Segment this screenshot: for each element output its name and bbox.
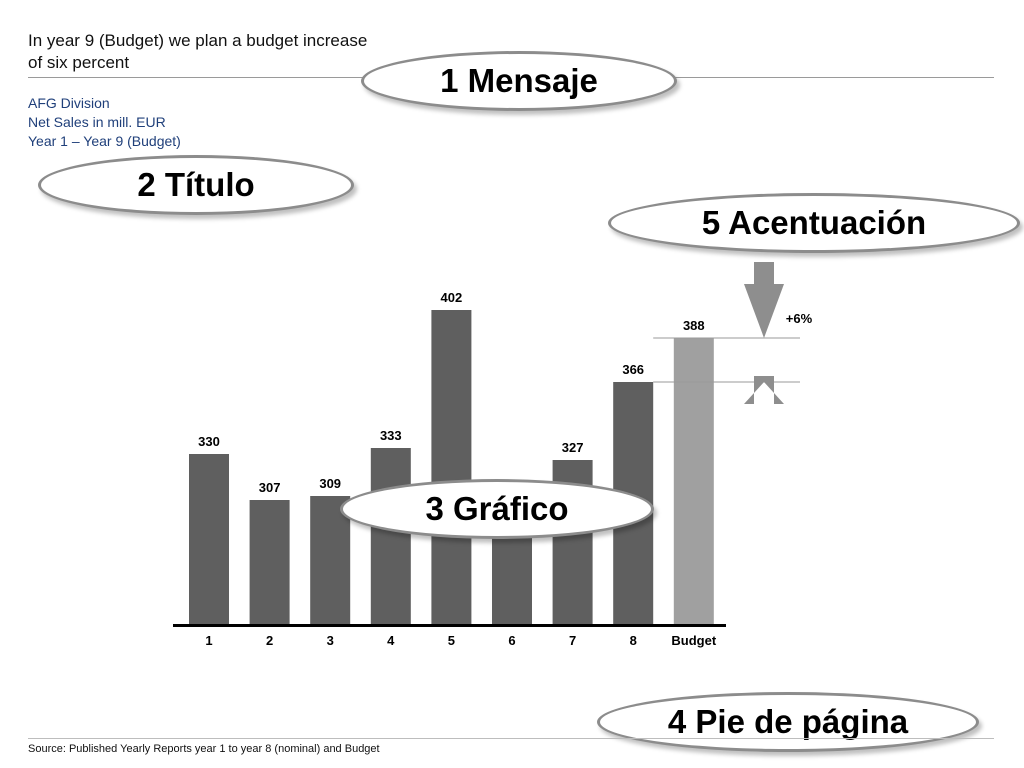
value-label-5: 402 [441, 290, 463, 305]
value-label-3: 309 [319, 476, 341, 491]
tick-label-6: 6 [508, 633, 515, 648]
value-label-8: 366 [622, 362, 644, 377]
bar-budget [673, 338, 714, 624]
bar-2 [249, 500, 290, 624]
x-axis-line [173, 624, 726, 627]
callout-titulo: 2 Título [38, 155, 354, 215]
title-measure: Net Sales in mill. EUR [28, 114, 166, 130]
value-label-1: 330 [198, 434, 220, 449]
footer-rule [28, 738, 994, 739]
value-label-4: 333 [380, 428, 402, 443]
callout-grafico: 3 Gráfico [340, 479, 654, 539]
tick-label-1: 1 [205, 633, 212, 648]
tick-label-2: 2 [266, 633, 273, 648]
bar-1 [189, 454, 229, 624]
tick-label-4: 4 [387, 633, 395, 648]
key-message-line-1: In year 9 (Budget) we plan a budget incr… [28, 31, 368, 50]
tick-label-budget: Budget [671, 633, 716, 648]
callout-mensaje: 1 Mensaje [361, 51, 677, 111]
tick-label-5: 5 [448, 633, 455, 648]
title-division: AFG Division [28, 95, 110, 111]
title-period: Year 1 – Year 9 (Budget) [28, 133, 181, 149]
value-label-2: 307 [259, 480, 281, 495]
tick-label-7: 7 [569, 633, 576, 648]
tick-label-8: 8 [630, 633, 637, 648]
value-label-budget: 388 [683, 318, 705, 333]
bar-4 [370, 448, 411, 624]
footer-source: Source: Published Yearly Reports year 1 … [28, 743, 380, 755]
chart-title-block: AFG Division Net Sales in mill. EUR Year… [28, 94, 181, 151]
key-message: In year 9 (Budget) we plan a budget incr… [28, 30, 448, 74]
bar-5 [431, 310, 472, 624]
down-arrow-icon [744, 262, 784, 338]
accent-label: +6% [786, 311, 813, 326]
tick-label-3: 3 [327, 633, 334, 648]
callout-pie: 4 Pie de página [597, 692, 979, 752]
value-label-7: 327 [562, 440, 584, 455]
key-message-line-2: of six percent [28, 53, 130, 72]
bar-3 [310, 496, 351, 624]
up-arrow-icon [744, 376, 784, 404]
callout-acentuacion: 5 Acentuación [608, 193, 1020, 253]
